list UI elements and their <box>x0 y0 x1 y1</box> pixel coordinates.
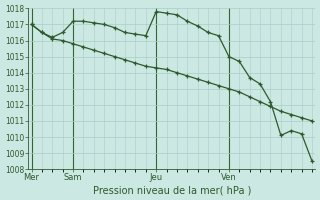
X-axis label: Pression niveau de la mer( hPa ): Pression niveau de la mer( hPa ) <box>92 185 251 195</box>
